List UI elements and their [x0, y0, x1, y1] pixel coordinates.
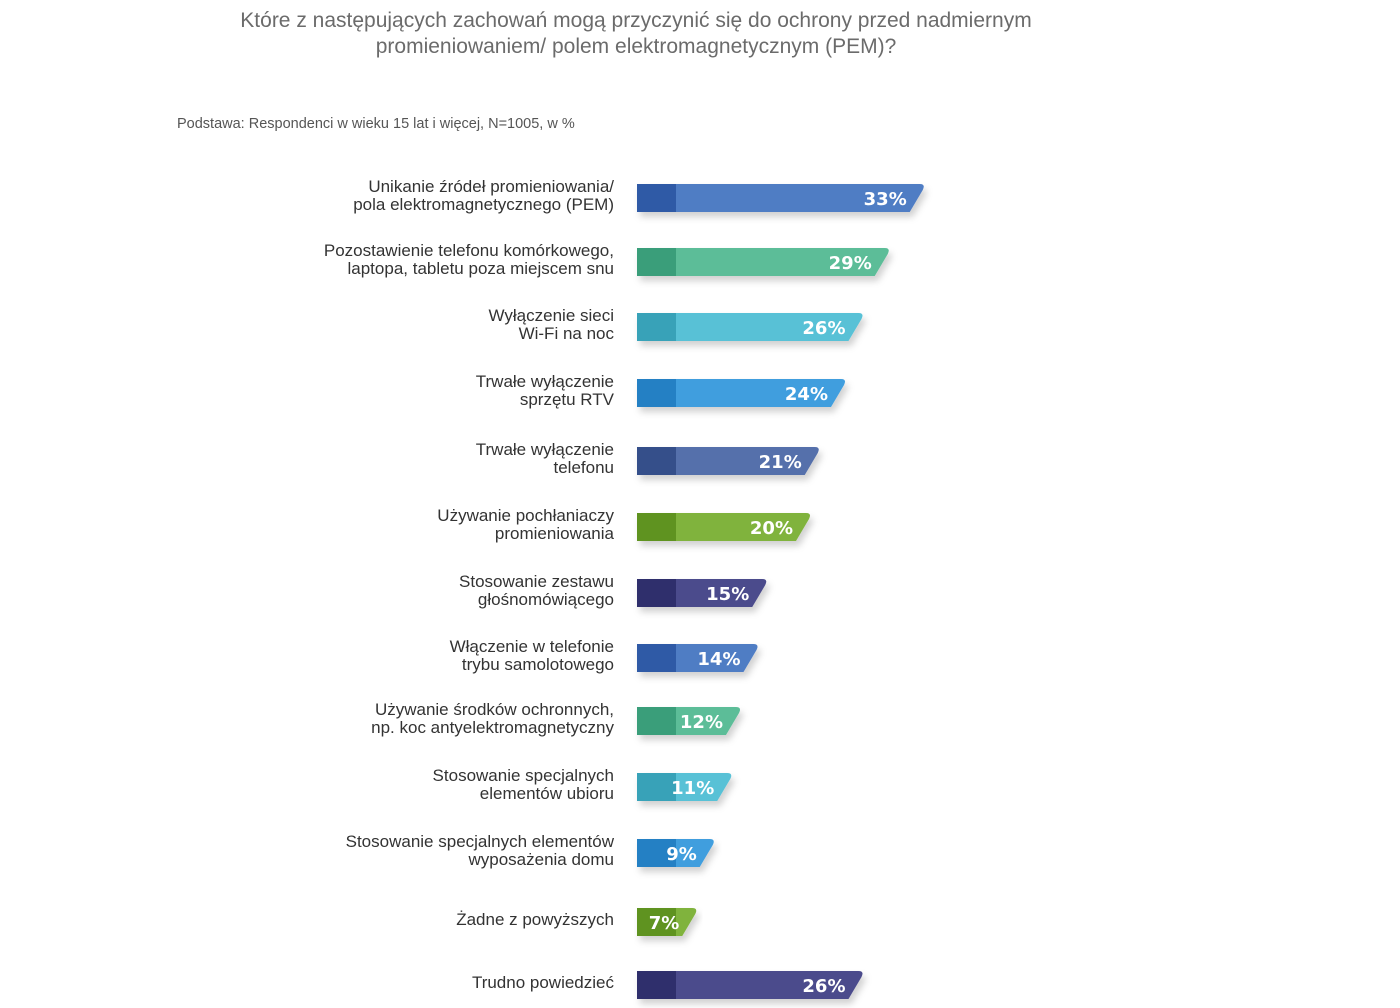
- bar-accent: [637, 971, 676, 999]
- data-label: 33%: [864, 189, 907, 210]
- data-label: 15%: [706, 584, 749, 605]
- data-label: 20%: [750, 518, 793, 539]
- chart-title: Które z następujących zachowań mogą przy…: [240, 9, 1032, 58]
- data-label: 11%: [671, 778, 714, 799]
- data-label: 21%: [759, 452, 802, 473]
- bar: [637, 379, 845, 407]
- bar-group: 20%: [637, 513, 810, 541]
- data-label: 14%: [697, 649, 740, 670]
- bar-accent: [637, 313, 676, 341]
- bar: [637, 248, 889, 276]
- data-label: 9%: [666, 844, 697, 865]
- bar-group: 29%: [637, 248, 889, 276]
- bar-accent: [637, 773, 676, 801]
- category-label: Włączenie w telefonie trybu samolotowego: [449, 637, 614, 674]
- category-label: Stosowanie specjalnych elementów wyposaż…: [345, 832, 614, 869]
- bar-accent: [637, 513, 676, 541]
- bar-group: 7%: [637, 908, 697, 936]
- category-label: Trudno powiedzieć: [471, 973, 614, 992]
- bar: [637, 184, 924, 212]
- bar-accent: [637, 644, 676, 672]
- category-label: Żadne z powyższych: [456, 910, 614, 929]
- bar-group: 15%: [637, 579, 767, 607]
- bar-group: 12%: [637, 707, 740, 735]
- category-label: Unikanie źródeł promieniowania/ pola ele…: [353, 177, 614, 214]
- bar-accent: [637, 184, 676, 212]
- category-label: Trwałe wyłączenie sprzętu RTV: [475, 372, 614, 409]
- bar-accent: [637, 839, 676, 867]
- bar: [637, 513, 810, 541]
- data-label: 26%: [802, 318, 845, 339]
- bar: [637, 447, 819, 475]
- bar-group: 33%: [637, 184, 924, 212]
- category-label: Trwałe wyłączenie telefonu: [475, 440, 614, 477]
- bar-group: 26%: [637, 313, 863, 341]
- category-label: Używanie środków ochronnych, np. koc ant…: [371, 700, 614, 737]
- data-label: 24%: [785, 384, 828, 405]
- bar-group: 11%: [637, 773, 732, 801]
- bar: [637, 971, 863, 999]
- bar-accent: [637, 447, 676, 475]
- chart-subtitle: Podstawa: Respondenci w wieku 15 lat i w…: [177, 116, 575, 132]
- bar-accent: [637, 707, 676, 735]
- category-label: Stosowanie specjalnych elementów ubioru: [432, 766, 614, 803]
- bar-group: 14%: [637, 644, 758, 672]
- data-label: 12%: [680, 712, 723, 733]
- bar-group: 9%: [637, 839, 714, 867]
- bar-accent: [637, 379, 676, 407]
- data-label: 7%: [649, 913, 680, 934]
- bar-group: 26%: [637, 971, 863, 999]
- bar-accent: [637, 248, 676, 276]
- category-label: Pozostawienie telefonu komórkowego, lapt…: [323, 241, 614, 278]
- data-label: 26%: [802, 976, 845, 997]
- category-label: Używanie pochłaniaczy promieniowania: [437, 506, 614, 543]
- category-label: Stosowanie zestawu głośnomówiącego: [459, 572, 614, 609]
- bar-accent: [637, 908, 676, 936]
- category-label: Wyłączenie sieci Wi-Fi na noc: [488, 306, 615, 343]
- bar-group: 21%: [637, 447, 819, 475]
- bar-accent: [637, 579, 676, 607]
- data-label: 29%: [829, 253, 872, 274]
- bar: [637, 313, 863, 341]
- bar-group: 24%: [637, 379, 845, 407]
